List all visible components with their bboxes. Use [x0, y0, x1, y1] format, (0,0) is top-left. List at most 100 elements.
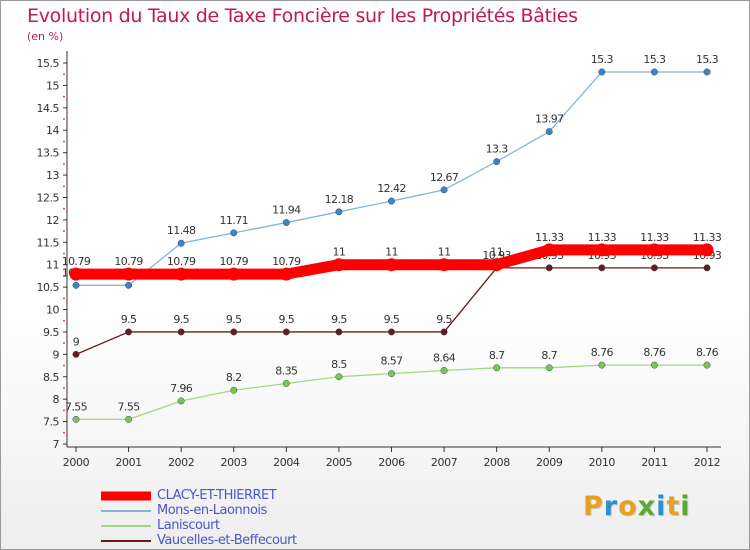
data-point-laniscourt [72, 415, 80, 423]
y-tick-label: 13 [46, 169, 59, 182]
y-tick-label: 11 [46, 259, 59, 272]
data-point-laniscourt [493, 364, 501, 372]
data-point-clacy-et-thierret [595, 243, 609, 257]
x-tick-label: 2012 [694, 456, 720, 469]
data-point-mons-en-laonnois [545, 128, 553, 136]
data-point-laniscourt [440, 367, 448, 374]
data-label-laniscourt: 8.35 [275, 364, 298, 377]
data-point-mons-en-laonnois [598, 68, 606, 76]
logo-letter: x [637, 491, 657, 522]
data-label-mons-en-laonnois: 11.94 [272, 204, 301, 217]
data-point-clacy-et-thierret [437, 258, 451, 272]
data-point-laniscourt [703, 361, 711, 369]
data-point-clacy-et-thierret [279, 267, 293, 281]
series-line-vaucelles-et-beffecourt [75, 267, 708, 356]
legend-label: Laniscourt [157, 518, 220, 533]
y-minor-tick [63, 73, 65, 76]
data-label-mons-en-laonnois: 15.3 [643, 53, 666, 66]
data-point-mons-en-laonnois [125, 281, 133, 289]
legend-swatch [101, 491, 151, 500]
logo-letter: t [666, 491, 681, 522]
legend-swatch [101, 524, 151, 527]
x-tick-label: 2009 [536, 456, 563, 469]
y-tick-label: 8.5 [43, 371, 59, 384]
data-label-mons-en-laonnois: 12.18 [325, 193, 354, 206]
data-point-vaucelles-et-beffecourt [703, 264, 711, 272]
data-point-clacy-et-thierret [174, 267, 188, 281]
data-label-clacy-et-thierret: 11 [385, 246, 398, 259]
data-label-clacy-et-thierret: 11.33 [535, 231, 564, 244]
data-point-mons-en-laonnois [388, 197, 395, 205]
data-point-clacy-et-thierret [700, 243, 714, 257]
legend-swatch [101, 539, 151, 542]
data-label-vaucelles-et-beffecourt: 9.5 [436, 313, 452, 326]
data-point-laniscourt [545, 364, 553, 372]
data-label-laniscourt: 8.57 [380, 355, 403, 368]
data-point-laniscourt [598, 361, 606, 369]
data-label-laniscourt: 8.7 [541, 349, 557, 362]
data-label-clacy-et-thierret: 11 [438, 246, 451, 259]
y-minor-tick [63, 162, 65, 165]
data-label-laniscourt: 7.55 [65, 400, 88, 413]
legend-item-vaucelles-et-beffecourt: Vaucelles-et-Beffecourt [101, 533, 341, 548]
legend-item-mons-en-laonnois: Mons-en-Laonnois [101, 503, 341, 518]
legend-label: Mons-en-Laonnois [157, 503, 267, 518]
data-label-vaucelles-et-beffecourt: 9.5 [331, 313, 347, 326]
x-tick-label: 2011 [641, 456, 667, 469]
data-point-vaucelles-et-beffecourt [125, 328, 133, 336]
data-label-clacy-et-thierret: 10.79 [62, 255, 91, 268]
data-point-vaucelles-et-beffecourt [72, 350, 80, 358]
y-minor-tick [63, 387, 65, 389]
data-point-mons-en-laonnois [703, 68, 711, 76]
data-label-laniscourt: 8.64 [433, 351, 456, 364]
legend-label: CLACY-ET-THIERRET [157, 488, 277, 503]
data-label-laniscourt: 8.5 [331, 358, 347, 371]
data-label-vaucelles-et-beffecourt: 9.5 [226, 313, 242, 326]
logo-letter: P [583, 491, 604, 522]
x-tick-label: 2006 [378, 456, 405, 469]
data-label-vaucelles-et-beffecourt: 9 [73, 335, 80, 348]
x-tick-label: 2010 [589, 456, 616, 469]
data-label-vaucelles-et-beffecourt: 9.5 [278, 313, 294, 326]
data-label-laniscourt: 8.76 [696, 346, 719, 359]
data-point-clacy-et-thierret [647, 243, 661, 257]
y-tick-label: 13.5 [37, 147, 60, 160]
data-label-clacy-et-thierret: 10.79 [272, 255, 301, 268]
data-label-mons-en-laonnois: 11.48 [167, 224, 196, 237]
y-minor-tick [63, 140, 65, 143]
y-tick-label: 15 [46, 79, 59, 92]
y-minor-tick [63, 207, 65, 210]
data-point-mons-en-laonnois [230, 229, 238, 237]
data-label-mons-en-laonnois: 15.3 [591, 53, 614, 66]
y-tick-label: 11.5 [37, 236, 60, 249]
y-minor-tick [63, 409, 65, 412]
data-point-vaucelles-et-beffecourt [335, 328, 343, 336]
data-point-vaucelles-et-beffecourt [650, 264, 658, 272]
y-minor-tick [63, 118, 65, 120]
x-tick-label: 2001 [115, 456, 141, 469]
data-point-clacy-et-thierret [227, 267, 241, 281]
data-label-clacy-et-thierret: 10.79 [167, 255, 196, 268]
data-point-laniscourt [650, 361, 658, 369]
y-tick-label: 7 [53, 438, 60, 451]
legend: CLACY-ET-THIERRET Mons-en-Laonnois Lanisco… [101, 488, 341, 548]
data-point-laniscourt [125, 415, 133, 423]
data-label-laniscourt: 8.76 [591, 346, 614, 359]
y-minor-tick [63, 95, 65, 98]
data-point-vaucelles-et-beffecourt [388, 328, 395, 336]
y-minor-tick [63, 431, 65, 434]
logo-letter: i [656, 491, 667, 522]
y-minor-tick [63, 252, 65, 255]
x-tick-label: 2002 [168, 456, 194, 469]
data-point-mons-en-laonnois [440, 186, 448, 194]
data-point-mons-en-laonnois [650, 68, 658, 76]
data-label-vaucelles-et-beffecourt: 9.5 [384, 313, 400, 326]
legend-swatch [101, 509, 151, 512]
y-tick-label: 14 [46, 124, 59, 137]
proxiti-logo: Proxiti [583, 491, 691, 522]
y-minor-tick [63, 319, 65, 322]
y-tick-label: 8 [53, 393, 60, 406]
data-label-mons-en-laonnois: 12.67 [430, 171, 459, 184]
y-tick-label: 9 [53, 348, 60, 361]
data-point-mons-en-laonnois [282, 219, 290, 227]
